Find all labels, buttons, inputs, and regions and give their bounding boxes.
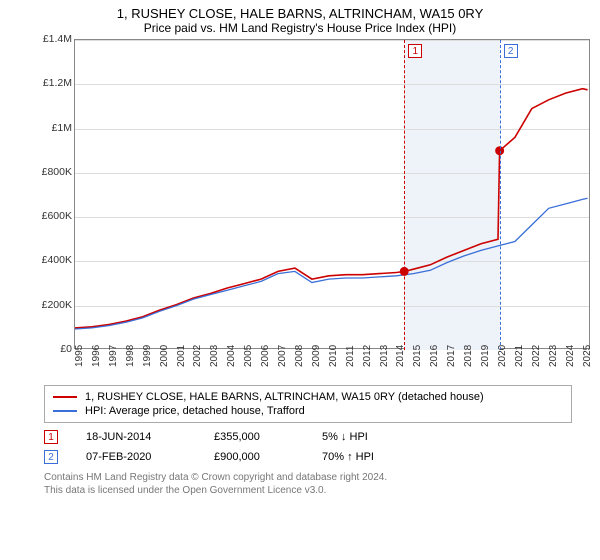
plot-region: 12 [74,39,590,349]
legend-row: 1, RUSHEY CLOSE, HALE BARNS, ALTRINCHAM,… [53,390,563,404]
y-axis-label: £1.4M [30,33,72,45]
chart-subtitle: Price paid vs. HM Land Registry's House … [10,21,590,35]
chart-area: £0£200K£400K£600K£800K£1M£1.2M£1.4M 12 1… [30,39,590,379]
sale-delta: 70% ↑ HPI [322,451,412,463]
footer-line-1: Contains HM Land Registry data © Crown c… [44,471,590,484]
sales-table-row: 2 07-FEB-2020 £900,000 70% ↑ HPI [44,447,572,467]
footer: Contains HM Land Registry data © Crown c… [44,471,590,497]
sale-marker-line [404,40,405,350]
sale-date: 07-FEB-2020 [86,451,186,463]
y-axis-label: £0 [30,343,72,355]
legend-swatch [53,410,77,412]
sale-marker-line [500,40,501,350]
y-axis-label: £200K [30,299,72,311]
series-price_paid [75,89,588,328]
sale-number-box: 2 [44,450,58,464]
y-axis-label: £1M [30,122,72,134]
sale-date: 18-JUN-2014 [86,431,186,443]
y-axis-label: £1.2M [30,77,72,89]
sale-marker-box: 2 [504,44,518,58]
sale-number-box: 1 [44,430,58,444]
sales-table: 1 18-JUN-2014 £355,000 5% ↓ HPI 2 07-FEB-2020… [44,427,572,467]
legend-label: HPI: Average price, detached house, Traf… [85,405,305,417]
y-axis-label: £600K [30,210,72,222]
x-axis-label: 2025 [582,345,600,367]
sales-table-row: 1 18-JUN-2014 £355,000 5% ↓ HPI [44,427,572,447]
legend-label: 1, RUSHEY CLOSE, HALE BARNS, ALTRINCHAM,… [85,391,484,403]
sale-price: £355,000 [214,431,294,443]
legend-row: HPI: Average price, detached house, Traf… [53,404,563,418]
chart-container: 1, RUSHEY CLOSE, HALE BARNS, ALTRINCHAM,… [0,0,600,560]
sale-price: £900,000 [214,451,294,463]
sale-delta: 5% ↓ HPI [322,431,412,443]
y-axis-label: £800K [30,166,72,178]
legend-swatch [53,396,77,398]
series-hpi [75,198,588,329]
footer-line-2: This data is licensed under the Open Gov… [44,484,590,497]
sale-marker-box: 1 [408,44,422,58]
y-axis-label: £400K [30,254,72,266]
legend: 1, RUSHEY CLOSE, HALE BARNS, ALTRINCHAM,… [44,385,572,423]
line-chart-svg [75,40,591,350]
chart-title: 1, RUSHEY CLOSE, HALE BARNS, ALTRINCHAM,… [10,6,590,21]
